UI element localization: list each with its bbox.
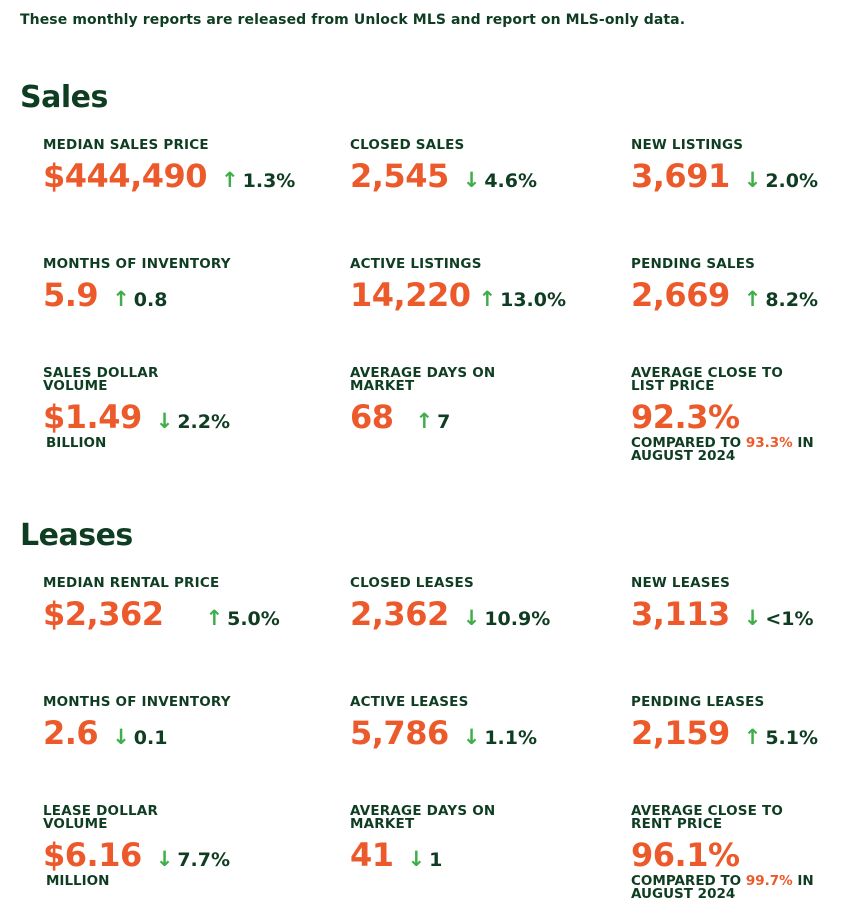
metric-label: ACTIVE LISTINGS [350, 256, 482, 272]
metric-label: AVERAGE CLOSE TO LIST PRICE [631, 365, 784, 394]
metric-closed-leases: CLOSED LEASES 2,362 ↓ 10.9% [350, 575, 610, 633]
metric-avg-close-to-list: AVERAGE CLOSE TO LIST PRICE 92.3% COMPAR… [631, 365, 831, 464]
arrow-down-icon: ↓ [462, 168, 481, 192]
metric-value: 5,786 [350, 714, 449, 752]
metric-value: $444,490 [43, 157, 208, 195]
metric-median-sales-price: MEDIAN SALES PRICE $444,490 ↑ 1.3% [43, 137, 303, 195]
sales-section-title: Sales [20, 80, 108, 115]
metric-label: MONTHS OF INVENTORY [43, 694, 231, 710]
metric-label: AVERAGE DAYS ON MARKET [350, 365, 496, 394]
metric-pending-leases: PENDING LEASES 2,159 ↑ 5.1% [631, 694, 843, 752]
metric-change: 13.0% [500, 289, 567, 311]
metric-label: AVERAGE CLOSE TO RENT PRICE [631, 803, 784, 832]
metric-closed-sales: CLOSED SALES 2,545 ↓ 4.6% [350, 137, 610, 195]
metric-months-of-inventory: MONTHS OF INVENTORY 5.9 ↑ 0.8 [43, 256, 303, 314]
arrow-down-icon: ↓ [155, 409, 174, 433]
metric-value: 41 [350, 836, 394, 874]
metric-value: 5.9 [43, 276, 99, 314]
arrow-up-icon: ↑ [221, 168, 239, 192]
arrow-up-icon: ↑ [743, 725, 762, 749]
arrow-down-icon: ↓ [112, 725, 130, 749]
metric-change: 10.9% [484, 608, 551, 630]
metric-label: PENDING SALES [631, 256, 756, 272]
arrow-down-icon: ↓ [743, 606, 762, 630]
metric-change: <1% [765, 608, 814, 630]
metric-value: 2,362 [350, 595, 449, 633]
arrow-down-icon: ↓ [743, 168, 762, 192]
metric-label: MEDIAN SALES PRICE [43, 137, 209, 153]
metric-label: PENDING LEASES [631, 694, 765, 710]
leases-section-title: Leases [20, 518, 133, 553]
arrow-up-icon: ↑ [112, 287, 130, 311]
metric-median-rental-price: MEDIAN RENTAL PRICE $2,362 ↑ 5.0% [43, 575, 303, 633]
metric-value: 92.3% [631, 398, 740, 436]
metric-change: 8.2% [765, 289, 819, 311]
metric-active-listings: ACTIVE LISTINGS 14,220 ↑ 13.0% [350, 256, 610, 314]
metric-unit: MILLION [46, 873, 110, 889]
metric-change: 0.8 [133, 289, 168, 311]
arrow-down-icon: ↓ [407, 847, 426, 871]
arrow-up-icon: ↑ [415, 409, 434, 433]
metric-pending-sales: PENDING SALES 2,669 ↑ 8.2% [631, 256, 843, 314]
metric-change: 0.1 [133, 727, 168, 749]
metric-unit: BILLION [46, 435, 107, 451]
metric-label: ACTIVE LEASES [350, 694, 469, 710]
intro-text: These monthly reports are released from … [20, 12, 686, 28]
arrow-up-icon: ↑ [205, 606, 224, 630]
metric-lease-months-of-inventory: MONTHS OF INVENTORY 2.6 ↓ 0.1 [43, 694, 303, 752]
arrow-down-icon: ↓ [155, 847, 174, 871]
metric-change: 1.3% [242, 170, 296, 192]
metric-lease-avg-days-on-market: AVERAGE DAYS ON MARKET 41 ↓ 1 [350, 803, 550, 874]
metric-label: MEDIAN RENTAL PRICE [43, 575, 220, 591]
metric-change: 1.1% [484, 727, 538, 749]
arrow-down-icon: ↓ [462, 606, 481, 630]
arrow-up-icon: ↑ [743, 287, 762, 311]
metric-avg-close-to-rent: AVERAGE CLOSE TO RENT PRICE 96.1% COMPAR… [631, 803, 831, 902]
metric-change: 5.0% [227, 608, 280, 630]
metric-value: 3,691 [631, 157, 730, 195]
metric-label: AVERAGE DAYS ON MARKET [350, 803, 496, 832]
metric-new-listings: NEW LISTINGS 3,691 ↓ 2.0% [631, 137, 843, 195]
metric-change: 1 [429, 849, 443, 871]
metric-value: 2,545 [350, 157, 449, 195]
metric-value: 14,220 [350, 276, 471, 314]
metric-label: SALES DOLLAR VOLUME [43, 365, 159, 394]
metric-value: 3,113 [631, 595, 730, 633]
metric-active-leases: ACTIVE LEASES 5,786 ↓ 1.1% [350, 694, 610, 752]
metric-label: NEW LISTINGS [631, 137, 744, 153]
metric-value: $2,362 [43, 595, 164, 633]
arrow-up-icon: ↑ [478, 287, 497, 311]
metric-sales-dollar-volume: SALES DOLLAR VOLUME $1.49 ↓ 2.2% BILLION [43, 365, 243, 451]
metric-change: 7.7% [177, 849, 231, 871]
metric-lease-dollar-volume: LEASE DOLLAR VOLUME $6.16 ↓ 7.7% MILLION [43, 803, 263, 889]
metric-change: 5.1% [765, 727, 819, 749]
metric-avg-days-on-market: AVERAGE DAYS ON MARKET 68 ↑ 7 [350, 365, 550, 436]
metric-change: 7 [437, 411, 451, 433]
metric-value: $6.16 [43, 836, 142, 874]
metric-value: 2,159 [631, 714, 730, 752]
metric-label: CLOSED SALES [350, 137, 465, 153]
metric-change: 2.2% [177, 411, 231, 433]
metric-change: 4.6% [484, 170, 538, 192]
metric-value: 96.1% [631, 836, 740, 874]
metric-label: CLOSED LEASES [350, 575, 474, 591]
metric-label: LEASE DOLLAR VOLUME [43, 803, 159, 832]
comparison-note: COMPARED TO 99.7% IN AUGUST 2024 [631, 873, 814, 902]
metric-label: MONTHS OF INVENTORY [43, 256, 231, 272]
metric-value: 2.6 [43, 714, 99, 752]
metric-change: 2.0% [765, 170, 819, 192]
metric-value: $1.49 [43, 398, 142, 436]
metric-label: NEW LEASES [631, 575, 731, 591]
metric-new-leases: NEW LEASES 3,113 ↓ <1% [631, 575, 843, 633]
metric-value: 68 [350, 398, 394, 436]
metric-value: 2,669 [631, 276, 730, 314]
arrow-down-icon: ↓ [462, 725, 481, 749]
comparison-note: COMPARED TO 93.3% IN AUGUST 2024 [631, 435, 814, 464]
